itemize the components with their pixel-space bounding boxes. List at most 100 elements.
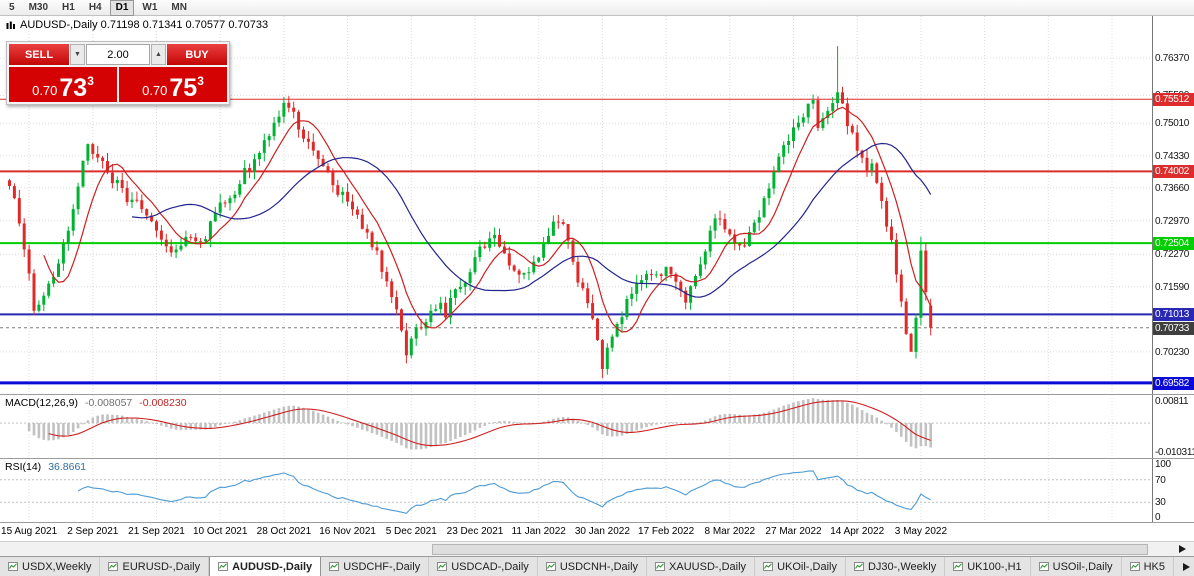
- date-axis-label: 16 Nov 2021: [319, 526, 376, 537]
- chart-horizontal-scrollbar: [0, 541, 1194, 556]
- price-axis-label: 0.76370: [1155, 53, 1190, 65]
- price-panel: 0.763700.755900.750100.743300.736600.729…: [0, 16, 1194, 394]
- price-axis-label: 30: [1155, 497, 1166, 509]
- price-level-badge: 0.69582: [1153, 376, 1194, 390]
- price-axis-label: 0.00811: [1155, 396, 1189, 407]
- scroll-to-end-arrow-icon[interactable]: [1179, 545, 1186, 553]
- tab-hk5[interactable]: HK5: [1122, 557, 1174, 576]
- mini-chart-icon: [8, 562, 18, 571]
- scrollbar-thumb[interactable]: [432, 544, 1148, 555]
- macd-chart-svg[interactable]: [0, 395, 1152, 458]
- date-axis-label: 14 Apr 2022: [830, 526, 885, 537]
- price-axis-label: 0.72270: [1155, 249, 1190, 261]
- tab-dj30-weekly[interactable]: DJ30-,Weekly: [846, 557, 946, 576]
- buy-price-point: 3: [197, 74, 204, 88]
- date-axis-label: 15 Aug 2021: [1, 526, 58, 537]
- price-axis-label: 0.70230: [1155, 346, 1190, 358]
- timeframe-toolbar: 5 M30 H1 H4 D1 W1 MN: [0, 0, 1194, 16]
- date-axis[interactable]: 15 Aug 2021 2 Sep 2021 21 Sep 2021 10 Oct 2…: [0, 522, 1194, 541]
- sell-price-display[interactable]: 0.70 73 3: [9, 67, 117, 102]
- timeframe-button-h4[interactable]: H4: [88, 1, 102, 13]
- tab-usoil-daily[interactable]: USOil-,Daily: [1031, 557, 1122, 576]
- chart-tabs-bar: USDX,Weekly EURUSD-,Daily AUDUSD-,Daily USD…: [0, 556, 1194, 576]
- current-price-badge: 0.70733: [1153, 321, 1194, 335]
- tab-label: EURUSD-,Daily: [122, 560, 201, 573]
- rsi-header: RSI(14) 36.8661: [5, 461, 86, 473]
- macd-header: MACD(12,26,9) -0.008057 -0.008230: [5, 397, 187, 409]
- tab-label: USDCAD-,Daily: [451, 560, 529, 573]
- chart-ohlc-title: AUDUSD-,Daily 0.71198 0.71341 0.70577 0.…: [6, 19, 268, 31]
- timeframe-button-d1[interactable]: D1: [109, 0, 135, 16]
- date-axis-label: 30 Jan 2022: [574, 526, 630, 537]
- mini-chart-icon: [1038, 562, 1049, 571]
- macd-label: MACD(12,26,9): [5, 397, 78, 409]
- mini-chart-icon: [545, 562, 556, 571]
- macd-main-value: -0.008057: [84, 397, 133, 409]
- timeframe-button-m30[interactable]: M30: [28, 1, 49, 13]
- tab-usdchf-daily[interactable]: USDCHF-,Daily: [321, 557, 430, 576]
- tab-usdx-weekly[interactable]: USDX,Weekly: [0, 557, 101, 576]
- mini-chart-icon: [437, 562, 448, 571]
- date-axis-label: 11 Jan 2022: [511, 526, 566, 537]
- volume-increase-button[interactable]: ▲: [151, 44, 166, 65]
- tab-label: USOil-,Daily: [1052, 560, 1113, 573]
- volume-decrease-button[interactable]: ▼: [70, 44, 85, 65]
- sell-button[interactable]: SELL: [9, 44, 69, 65]
- tab-usdcad-daily[interactable]: USDCAD-,Daily: [429, 557, 538, 576]
- sell-price-base: 0.70: [32, 83, 58, 98]
- mini-chart-icon: [108, 562, 119, 571]
- timeframe-button-w1[interactable]: W1: [142, 1, 158, 13]
- buy-button[interactable]: BUY: [167, 44, 227, 65]
- date-axis-label: 23 Dec 2021: [446, 526, 504, 537]
- date-axis-label: 8 Mar 2022: [704, 526, 756, 537]
- chart-title-text: AUDUSD-,Daily 0.71198 0.71341 0.70577 0.…: [20, 19, 269, 31]
- rsi-panel: 100 70 30 0 RSI(14) 36.8661: [0, 458, 1194, 523]
- date-axis-label: 17 Feb 2022: [638, 526, 695, 537]
- date-axis-label: 5 Dec 2021: [385, 526, 437, 537]
- chart-window: 0.763700.755900.750100.743300.736600.729…: [0, 16, 1194, 556]
- tab-label: USDCHF-,Daily: [343, 560, 421, 573]
- mini-chart-icon: [853, 562, 864, 571]
- mini-chart-icon: [953, 562, 964, 571]
- price-axis-label: -0.010311: [1155, 447, 1194, 458]
- buy-price-pips: 75: [169, 74, 198, 102]
- date-axis-label: 21 Sep 2021: [128, 526, 185, 537]
- rsi-value: 36.8661: [48, 461, 87, 473]
- price-axis-label: 0.73660: [1155, 182, 1190, 194]
- price-axis-label: 0.75010: [1155, 118, 1190, 130]
- macd-axis[interactable]: 0.00811 -0.010311: [1152, 395, 1194, 458]
- volume-input[interactable]: [86, 44, 150, 65]
- price-axis[interactable]: 0.763700.755900.750100.743300.736600.729…: [1152, 16, 1194, 394]
- tab-audusd-daily[interactable]: AUDUSD-,Daily: [209, 557, 322, 576]
- price-level-badge: 0.75512: [1153, 93, 1194, 107]
- rsi-chart-svg[interactable]: [0, 459, 1152, 522]
- price-axis-label: 0.72970: [1155, 215, 1190, 227]
- price-axis-label: 100: [1155, 459, 1171, 470]
- tab-xauusd-daily[interactable]: XAUUSD-,Daily: [647, 557, 756, 576]
- date-axis-label: 27 Mar 2022: [765, 526, 822, 537]
- price-level-badge: 0.72504: [1153, 237, 1194, 251]
- mini-chart-icon: [1129, 562, 1140, 571]
- price-axis-label: 0: [1155, 512, 1161, 523]
- buy-price-display[interactable]: 0.70 75 3: [119, 67, 227, 102]
- buy-price-base: 0.70: [142, 83, 168, 98]
- main-chart-svg[interactable]: [0, 16, 1152, 394]
- tab-label: USDCNH-,Daily: [559, 560, 639, 573]
- tab-label: AUDUSD-,Daily: [232, 560, 313, 573]
- tabs-scroll-right-icon[interactable]: [1183, 563, 1190, 571]
- timeframe-button-h1[interactable]: H1: [62, 1, 75, 13]
- price-axis-label: 0.71590: [1155, 281, 1190, 293]
- rsi-axis[interactable]: 100 70 30 0: [1152, 459, 1194, 523]
- tab-eurusd-daily[interactable]: EURUSD-,Daily: [100, 557, 210, 576]
- sell-price-point: 3: [87, 74, 94, 88]
- price-level-badge: 0.74002: [1153, 165, 1194, 179]
- tab-ukoil-daily[interactable]: UKOil-,Daily: [755, 557, 846, 576]
- tab-uk100-h1[interactable]: UK100-,H1: [945, 557, 1031, 576]
- tab-label: HK5: [1143, 560, 1165, 573]
- tab-usdcnh-daily[interactable]: USDCNH-,Daily: [538, 557, 648, 576]
- date-axis-label: 10 Oct 2021: [192, 526, 248, 537]
- timeframe-button-5[interactable]: 5: [9, 1, 15, 13]
- timeframe-button-mn[interactable]: MN: [171, 1, 187, 13]
